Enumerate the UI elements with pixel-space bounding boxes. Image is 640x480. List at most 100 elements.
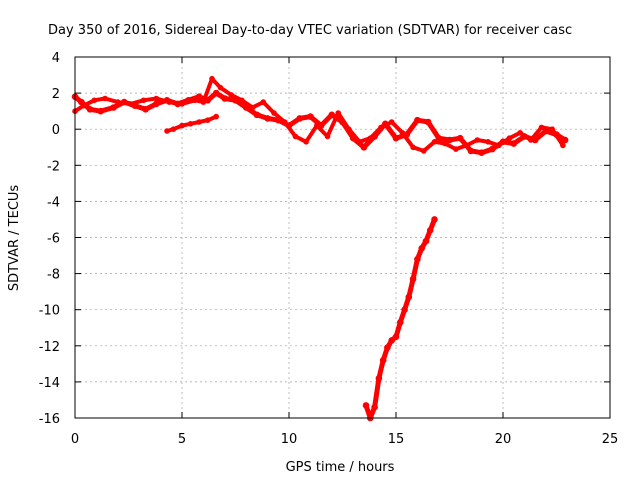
- data-point: [506, 135, 513, 141]
- data-point: [384, 344, 391, 351]
- y-tick-label: 0: [52, 123, 60, 138]
- data-point: [538, 124, 545, 131]
- data-point: [375, 375, 383, 382]
- data-point: [474, 137, 481, 143]
- data-point: [217, 84, 224, 91]
- data-point: [164, 128, 170, 134]
- data-point: [431, 216, 438, 223]
- data-point: [253, 111, 261, 119]
- data-point: [378, 124, 384, 131]
- data-point: [264, 115, 271, 122]
- data-point: [153, 95, 160, 102]
- data-point: [453, 146, 459, 152]
- y-tick-label: -2: [47, 159, 60, 174]
- data-point: [127, 101, 134, 107]
- x-tick-label: 5: [178, 432, 186, 447]
- traces: [71, 75, 569, 422]
- y-tick-label: 2: [52, 87, 60, 102]
- data-point: [195, 93, 203, 100]
- data-point: [328, 111, 336, 119]
- data-point: [249, 104, 256, 111]
- data-point: [212, 89, 220, 97]
- data-point: [399, 130, 406, 136]
- data-point: [192, 97, 198, 104]
- chart-title: Day 350 of 2016, Sidereal Day-to-day VTE…: [48, 23, 572, 38]
- data-point: [392, 333, 400, 341]
- data-point: [392, 134, 400, 142]
- ticks: 0 5 10 15 20 25 -16 -14 -12 -10 -8 -6 -4 -2 0 2 4: [39, 51, 619, 447]
- data-point: [362, 402, 370, 409]
- y-tick-label: -10: [39, 304, 60, 319]
- x-tick-label: 10: [281, 432, 298, 447]
- data-point: [405, 293, 413, 301]
- data-point: [239, 97, 245, 104]
- data-point: [204, 117, 211, 123]
- data-point: [260, 99, 267, 105]
- x-tick-label: 25: [602, 432, 619, 447]
- data-point: [442, 140, 449, 147]
- data-point: [324, 133, 331, 140]
- data-point: [179, 122, 185, 129]
- x-tick-label: 15: [388, 432, 405, 447]
- y-tick-label: -4: [47, 195, 60, 210]
- data-point: [187, 121, 194, 127]
- data-point: [86, 106, 94, 113]
- data-point: [140, 97, 147, 104]
- data-point: [367, 135, 374, 141]
- data-point: [528, 137, 534, 143]
- data-point: [271, 110, 277, 116]
- data-point: [478, 149, 485, 156]
- data-point: [196, 119, 202, 125]
- data-point: [409, 275, 417, 283]
- data-point: [495, 142, 502, 149]
- data-point: [335, 110, 342, 116]
- data-point: [346, 126, 352, 132]
- data-point: [296, 115, 304, 122]
- data-point: [517, 130, 523, 136]
- data-point: [213, 113, 219, 120]
- data-point: [115, 99, 121, 105]
- data-point: [356, 139, 363, 145]
- data-point: [549, 126, 555, 132]
- data-point: [426, 227, 434, 234]
- data-point: [560, 142, 566, 149]
- series-trace-b: [73, 76, 565, 153]
- data-point: [153, 100, 160, 108]
- data-point: [388, 119, 395, 125]
- data-point: [209, 75, 215, 82]
- data-point: [371, 403, 378, 411]
- data-point: [561, 136, 569, 144]
- data-point: [80, 102, 87, 109]
- data-point: [221, 95, 229, 102]
- data-point: [467, 147, 475, 155]
- x-tick-label: 0: [71, 432, 79, 447]
- data-point: [446, 136, 453, 144]
- data-point: [431, 139, 438, 145]
- x-tick-label: 20: [495, 432, 512, 447]
- data-point: [489, 145, 496, 153]
- data-point: [414, 255, 421, 263]
- data-point: [456, 134, 464, 142]
- data-point: [166, 99, 172, 105]
- data-point: [397, 319, 404, 326]
- data-point: [200, 99, 207, 105]
- data-point: [97, 107, 104, 115]
- data-point: [110, 104, 117, 111]
- x-axis-label: GPS time / hours: [286, 460, 395, 475]
- data-point: [360, 144, 368, 151]
- data-point: [418, 245, 426, 252]
- data-point: [303, 139, 309, 145]
- grid: [75, 57, 610, 418]
- data-point: [91, 97, 98, 104]
- data-point: [314, 122, 320, 129]
- data-point: [410, 144, 416, 151]
- data-point: [292, 133, 299, 140]
- data-point: [102, 95, 108, 102]
- data-point: [379, 356, 387, 364]
- y-tick-label: -14: [39, 376, 60, 391]
- data-point: [414, 116, 421, 124]
- data-point: [485, 139, 491, 145]
- data-point: [421, 148, 427, 154]
- data-point: [281, 119, 288, 125]
- data-point: [401, 306, 408, 314]
